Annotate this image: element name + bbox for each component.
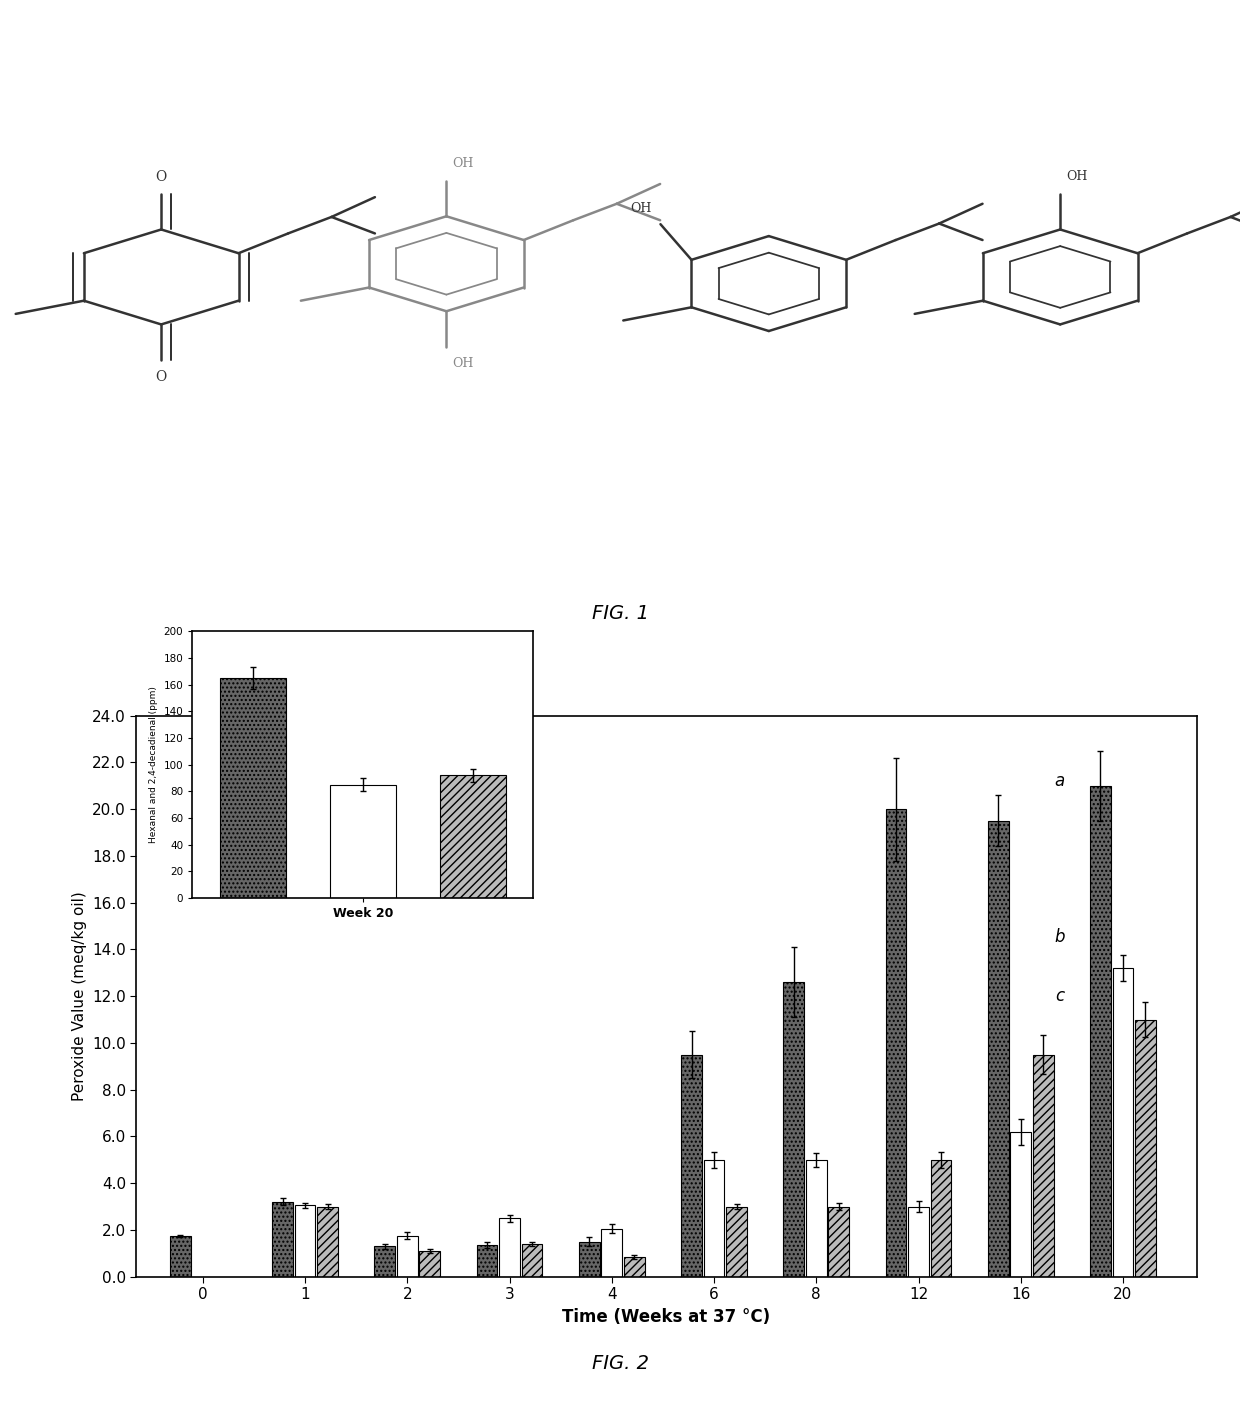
Bar: [806, 1160, 827, 1277]
Text: OH: OH: [453, 358, 474, 370]
X-axis label: Time (Weeks at 37 °C): Time (Weeks at 37 °C): [563, 1308, 770, 1326]
Bar: [1135, 1020, 1156, 1277]
Bar: [931, 1160, 951, 1277]
Bar: [170, 1236, 191, 1277]
Bar: [397, 1236, 418, 1277]
Bar: [476, 1246, 497, 1277]
Text: O: O: [155, 170, 167, 184]
Y-axis label: Hexanal and 2,4-decadienal (ppm): Hexanal and 2,4-decadienal (ppm): [149, 686, 157, 843]
Text: a: a: [1054, 772, 1065, 790]
Bar: [1011, 1132, 1032, 1277]
Bar: [727, 1207, 746, 1277]
Bar: [500, 1218, 520, 1277]
Bar: [885, 810, 906, 1277]
Bar: [219, 678, 285, 898]
Bar: [440, 776, 506, 898]
Bar: [828, 1207, 849, 1277]
Text: FIG. 1: FIG. 1: [591, 603, 649, 623]
Bar: [317, 1207, 339, 1277]
Y-axis label: Peroxide Value (meq/kg oil): Peroxide Value (meq/kg oil): [72, 891, 87, 1101]
Bar: [784, 982, 804, 1277]
Bar: [273, 1202, 293, 1277]
Text: OH: OH: [1066, 170, 1087, 184]
Bar: [1033, 1055, 1054, 1277]
Bar: [681, 1055, 702, 1277]
Text: OH: OH: [630, 202, 652, 215]
Text: c: c: [1055, 986, 1064, 1005]
Text: OH: OH: [453, 157, 474, 170]
Bar: [703, 1160, 724, 1277]
Bar: [419, 1251, 440, 1277]
Text: O: O: [155, 369, 167, 383]
Text: FIG. 2: FIG. 2: [591, 1354, 649, 1374]
Bar: [579, 1242, 600, 1277]
Bar: [988, 821, 1008, 1277]
Bar: [295, 1205, 315, 1277]
Bar: [908, 1207, 929, 1277]
Text: b: b: [1054, 929, 1065, 947]
Bar: [601, 1229, 622, 1277]
Bar: [1112, 968, 1133, 1277]
Bar: [330, 784, 396, 898]
Bar: [1090, 786, 1111, 1277]
Bar: [374, 1246, 396, 1277]
Bar: [624, 1257, 645, 1277]
Bar: [522, 1244, 542, 1277]
